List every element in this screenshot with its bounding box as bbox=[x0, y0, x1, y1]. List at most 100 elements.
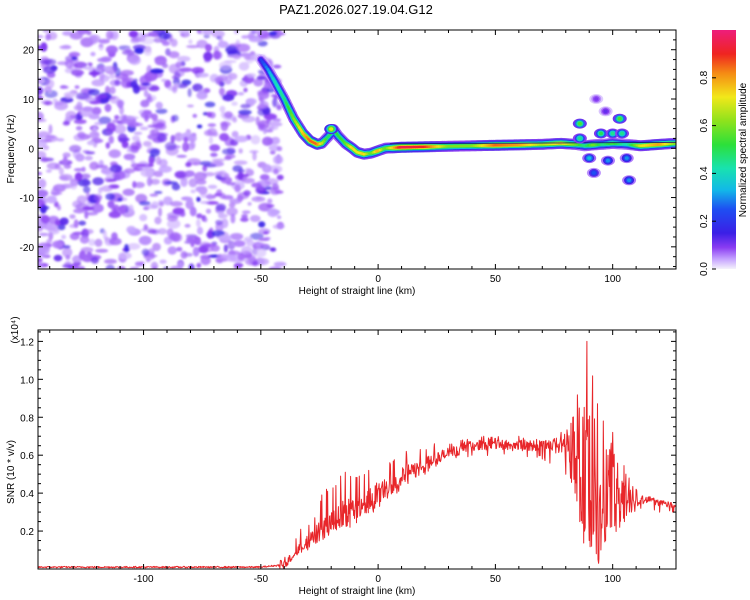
noise-cell bbox=[274, 190, 284, 194]
noise-cell bbox=[105, 171, 115, 180]
noise-cell bbox=[196, 196, 201, 202]
noise-cell bbox=[203, 30, 214, 35]
y-tick-label: 20 bbox=[23, 46, 35, 57]
noise-cell bbox=[52, 240, 64, 249]
x-tick-label: 50 bbox=[490, 274, 502, 285]
noise-cell bbox=[104, 258, 117, 264]
noise-cell bbox=[38, 257, 43, 263]
noise-cell bbox=[45, 169, 52, 173]
noise-cell bbox=[38, 249, 50, 258]
noise-cell bbox=[164, 141, 177, 151]
noise-cell bbox=[234, 184, 241, 193]
x-tick-label: -50 bbox=[254, 574, 269, 585]
noise-cell bbox=[211, 230, 225, 237]
noise-cell bbox=[91, 79, 105, 87]
noise-cell bbox=[114, 114, 120, 120]
noise-cell bbox=[185, 199, 194, 210]
snr-frame bbox=[37, 329, 677, 570]
noise-cell bbox=[82, 206, 95, 211]
noise-cell bbox=[156, 133, 168, 143]
y-tick-label: -10 bbox=[20, 194, 35, 205]
noise-cell bbox=[151, 113, 158, 121]
noise-cell bbox=[106, 178, 117, 182]
noise-cell bbox=[214, 258, 228, 262]
noise-cell bbox=[252, 260, 259, 267]
x-tick-label: 100 bbox=[604, 574, 621, 585]
noise-cell bbox=[253, 30, 267, 34]
noise-cell bbox=[257, 89, 270, 96]
noise-cell bbox=[139, 126, 149, 131]
noise-cell bbox=[140, 37, 155, 45]
noise-cell bbox=[232, 117, 238, 123]
noise-cell bbox=[43, 100, 54, 106]
noise-cell bbox=[215, 203, 227, 212]
noise-cell bbox=[121, 49, 135, 56]
noise-cell bbox=[139, 214, 148, 222]
noise-cell bbox=[48, 124, 53, 135]
noise-cell bbox=[190, 189, 196, 194]
noise-cell bbox=[188, 178, 198, 188]
noise-cell bbox=[62, 263, 74, 269]
noise-cell bbox=[184, 223, 191, 228]
noise-cell bbox=[105, 45, 118, 54]
noise-cell bbox=[138, 235, 152, 246]
noise-cell bbox=[117, 99, 124, 109]
noise-cell bbox=[94, 95, 101, 104]
noise-cell bbox=[45, 33, 51, 41]
noise-cell bbox=[54, 101, 69, 111]
noise-cell bbox=[62, 152, 71, 158]
noise-cell bbox=[90, 256, 99, 264]
noise-cell bbox=[145, 76, 152, 84]
noise-cell bbox=[200, 190, 207, 199]
noise-cell bbox=[38, 150, 47, 160]
noise-cell bbox=[215, 80, 223, 85]
y-tick-label: 0.6 bbox=[20, 451, 34, 462]
noise-cell bbox=[214, 192, 223, 197]
noise-cell bbox=[126, 116, 140, 120]
noise-cell bbox=[69, 144, 82, 153]
noise-cell bbox=[256, 75, 267, 80]
noise-cell bbox=[117, 133, 128, 144]
noise-cell bbox=[89, 130, 100, 139]
noise-cell bbox=[154, 190, 163, 195]
noise-cell bbox=[75, 92, 90, 100]
noise-cell bbox=[105, 142, 111, 149]
noise-cell bbox=[38, 34, 44, 39]
noise-cell bbox=[82, 66, 96, 70]
snr-y-exponent: (x10⁴) bbox=[10, 316, 21, 343]
noise-cell bbox=[230, 213, 236, 224]
noise-cell bbox=[73, 167, 84, 172]
noise-cell bbox=[155, 156, 162, 165]
noise-cell bbox=[273, 261, 287, 267]
noise-cell bbox=[86, 140, 95, 146]
noise-cell bbox=[243, 190, 251, 196]
noise-cell bbox=[158, 31, 172, 40]
spectrogram-x-label: Height of straight line (km) bbox=[299, 286, 416, 297]
noise-cell bbox=[184, 31, 189, 38]
noise-cell bbox=[212, 131, 219, 137]
noise-cell bbox=[241, 115, 256, 123]
noise-cell bbox=[244, 167, 252, 172]
noise-cell bbox=[89, 161, 99, 171]
spectral-blob bbox=[620, 131, 625, 136]
noise-cell bbox=[223, 244, 228, 253]
noise-cell bbox=[63, 91, 76, 99]
noise-cell bbox=[94, 238, 103, 247]
noise-cell bbox=[88, 238, 96, 247]
noise-cell bbox=[171, 183, 181, 191]
noise-cell bbox=[54, 219, 60, 227]
noise-cell bbox=[179, 67, 193, 73]
noise-cell bbox=[219, 105, 226, 113]
noise-cell bbox=[149, 68, 164, 74]
noise-cell bbox=[217, 40, 229, 48]
noise-cell bbox=[210, 152, 218, 158]
colorbar-tick-label: 0.6 bbox=[699, 118, 710, 132]
noise-cell bbox=[81, 254, 94, 263]
noise-cell bbox=[236, 43, 251, 53]
noise-cell bbox=[95, 248, 109, 253]
noise-cell bbox=[163, 266, 169, 269]
noise-cell bbox=[130, 80, 138, 89]
spectral-blob bbox=[577, 136, 582, 141]
colorbar-label: Normalized spectral amplitude bbox=[738, 82, 749, 217]
noise-cell bbox=[83, 186, 91, 194]
